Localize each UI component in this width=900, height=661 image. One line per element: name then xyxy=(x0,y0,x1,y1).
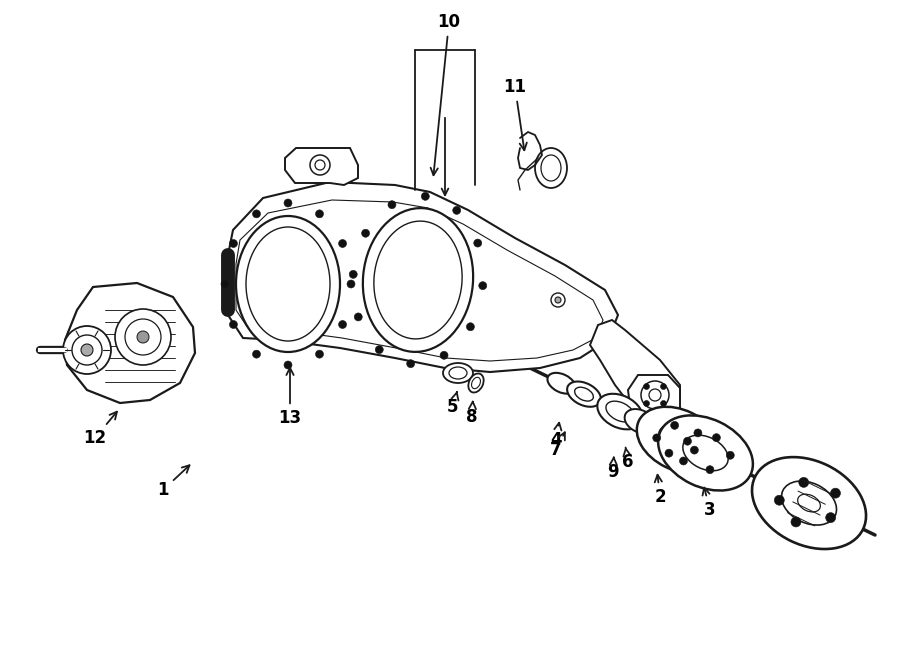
Circle shape xyxy=(713,434,720,442)
Ellipse shape xyxy=(658,415,753,490)
Ellipse shape xyxy=(472,377,481,389)
Ellipse shape xyxy=(541,155,561,181)
Circle shape xyxy=(347,280,355,288)
Circle shape xyxy=(555,297,561,303)
Text: 13: 13 xyxy=(278,368,302,427)
Ellipse shape xyxy=(649,389,661,401)
Ellipse shape xyxy=(683,435,728,471)
Polygon shape xyxy=(628,375,680,418)
Text: 10: 10 xyxy=(430,13,461,175)
Polygon shape xyxy=(236,200,603,361)
Ellipse shape xyxy=(468,373,483,393)
Ellipse shape xyxy=(374,221,462,339)
Circle shape xyxy=(798,477,809,487)
Ellipse shape xyxy=(125,319,161,355)
Circle shape xyxy=(661,401,667,407)
Circle shape xyxy=(72,335,102,365)
Circle shape xyxy=(791,517,801,527)
Circle shape xyxy=(453,206,461,214)
Text: 4: 4 xyxy=(550,423,562,449)
Circle shape xyxy=(644,383,650,389)
Circle shape xyxy=(670,421,679,430)
Ellipse shape xyxy=(246,227,330,341)
Polygon shape xyxy=(285,148,358,185)
Circle shape xyxy=(284,361,292,369)
Circle shape xyxy=(551,293,565,307)
Ellipse shape xyxy=(236,216,340,352)
Ellipse shape xyxy=(598,394,643,430)
Circle shape xyxy=(388,201,396,209)
Circle shape xyxy=(310,155,330,175)
Text: 5: 5 xyxy=(447,392,459,416)
Circle shape xyxy=(338,239,346,247)
Text: 9: 9 xyxy=(608,457,619,481)
Ellipse shape xyxy=(781,481,836,525)
Circle shape xyxy=(316,210,323,218)
Circle shape xyxy=(690,446,698,454)
Circle shape xyxy=(221,280,229,288)
Polygon shape xyxy=(228,182,618,372)
Circle shape xyxy=(479,282,487,290)
Text: 1: 1 xyxy=(158,465,190,499)
Ellipse shape xyxy=(443,363,473,383)
Ellipse shape xyxy=(637,407,720,473)
Circle shape xyxy=(706,466,714,474)
Circle shape xyxy=(362,229,370,237)
Circle shape xyxy=(421,192,429,200)
Circle shape xyxy=(407,360,415,368)
Circle shape xyxy=(230,321,238,329)
Circle shape xyxy=(661,383,667,389)
Text: 2: 2 xyxy=(654,475,666,506)
Polygon shape xyxy=(65,283,195,403)
Ellipse shape xyxy=(535,148,567,188)
Ellipse shape xyxy=(363,208,473,352)
Circle shape xyxy=(644,401,650,407)
Circle shape xyxy=(355,313,363,321)
Circle shape xyxy=(253,210,260,218)
Circle shape xyxy=(81,344,93,356)
Text: 12: 12 xyxy=(84,412,117,447)
Circle shape xyxy=(825,513,836,523)
Text: 11: 11 xyxy=(503,78,526,150)
Circle shape xyxy=(349,270,357,278)
Circle shape xyxy=(683,437,691,446)
Ellipse shape xyxy=(752,457,866,549)
Circle shape xyxy=(63,326,111,374)
Circle shape xyxy=(440,351,448,360)
Circle shape xyxy=(316,350,323,358)
Ellipse shape xyxy=(659,424,698,455)
Ellipse shape xyxy=(567,381,601,407)
Circle shape xyxy=(665,449,673,457)
Text: 7: 7 xyxy=(550,432,565,459)
Ellipse shape xyxy=(547,373,576,394)
Text: 6: 6 xyxy=(622,447,634,471)
Ellipse shape xyxy=(115,309,171,365)
Circle shape xyxy=(284,199,292,207)
Circle shape xyxy=(338,321,346,329)
Circle shape xyxy=(726,451,734,459)
Circle shape xyxy=(652,434,661,442)
Text: 8: 8 xyxy=(466,402,478,426)
Text: 3: 3 xyxy=(703,488,716,519)
Circle shape xyxy=(466,323,474,330)
Circle shape xyxy=(253,350,260,358)
Circle shape xyxy=(694,429,702,437)
Ellipse shape xyxy=(137,331,149,343)
Circle shape xyxy=(473,239,482,247)
Circle shape xyxy=(774,495,784,505)
Ellipse shape xyxy=(625,409,655,433)
Ellipse shape xyxy=(797,494,821,512)
Circle shape xyxy=(230,239,238,247)
Ellipse shape xyxy=(606,401,634,422)
Circle shape xyxy=(831,488,841,498)
Polygon shape xyxy=(590,320,680,408)
Circle shape xyxy=(315,160,325,170)
Circle shape xyxy=(375,346,383,354)
Ellipse shape xyxy=(641,381,669,409)
Circle shape xyxy=(680,457,688,465)
Ellipse shape xyxy=(574,387,593,401)
Ellipse shape xyxy=(449,367,467,379)
